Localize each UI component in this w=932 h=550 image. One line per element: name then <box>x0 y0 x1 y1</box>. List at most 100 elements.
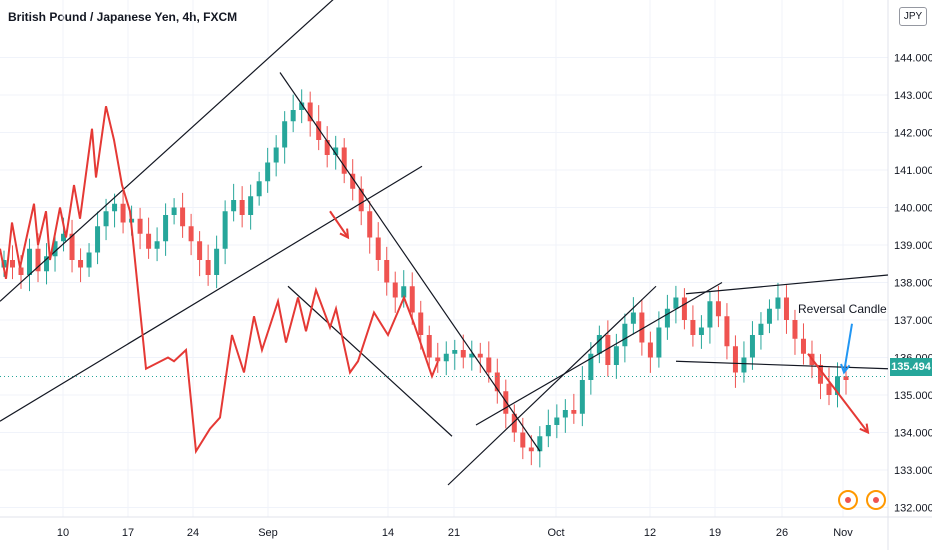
x-tick-label: 19 <box>709 527 721 539</box>
candle-body <box>605 335 611 365</box>
candle-body <box>69 233 75 260</box>
candle-body <box>758 323 764 335</box>
candle-body <box>571 410 577 414</box>
candle-body <box>741 357 747 373</box>
candle-body <box>418 312 424 335</box>
candle-body <box>146 233 152 249</box>
candle-body <box>494 372 500 392</box>
candle-body <box>545 425 551 437</box>
candle-body <box>341 147 347 174</box>
candle-body <box>171 207 177 215</box>
x-tick-label: Oct <box>547 527 564 539</box>
candle-body <box>282 121 288 148</box>
candle-body <box>783 297 789 320</box>
candle-body <box>248 196 254 215</box>
y-tick-label: 135.000 <box>894 390 932 402</box>
candle-body <box>800 338 806 354</box>
candle-body <box>664 308 670 328</box>
candle-body <box>256 181 262 197</box>
trendline <box>0 0 334 302</box>
candle-body <box>333 147 339 155</box>
candle-body <box>460 350 466 358</box>
candle-body <box>579 380 585 414</box>
candle-body <box>78 260 84 268</box>
candle-body <box>681 297 687 320</box>
candle-body <box>358 188 364 212</box>
red-arrow-head <box>859 423 870 435</box>
candle-body <box>588 353 594 380</box>
candle-body <box>95 226 101 253</box>
candle-body <box>554 417 560 425</box>
last-price-tag: 135.494 <box>890 358 932 376</box>
candle-body <box>367 211 373 238</box>
candle-body <box>197 241 203 260</box>
candle-body <box>724 316 730 347</box>
x-tick-label: Nov <box>833 527 853 539</box>
candle-body <box>239 200 245 215</box>
candle-body <box>299 102 305 110</box>
candle-body <box>52 241 58 257</box>
candle-body <box>698 327 704 335</box>
reversal-candle-annotation: Reversal Candle <box>798 302 887 316</box>
candle-body <box>35 248 41 272</box>
candle-body <box>188 226 194 242</box>
y-tick-label: 134.000 <box>894 428 932 440</box>
candle-body <box>120 203 126 223</box>
candle-body <box>426 335 432 358</box>
candle-body <box>180 207 186 227</box>
candle-body <box>435 357 441 362</box>
trendline <box>685 274 889 295</box>
trendline <box>279 72 541 452</box>
candle-body <box>443 353 449 362</box>
x-tick-label: Sep <box>258 527 278 539</box>
candle-body <box>817 365 823 384</box>
blue-arrow <box>843 323 853 373</box>
candle-body <box>630 312 636 324</box>
candle-body <box>503 391 509 414</box>
candle-body <box>537 436 543 452</box>
y-tick-label: 143.000 <box>894 90 932 102</box>
x-tick-label: 24 <box>187 527 199 539</box>
event-icon-dot <box>873 497 879 503</box>
candle-body <box>137 218 143 234</box>
y-tick-label: 133.000 <box>894 465 932 477</box>
candle-body <box>214 248 220 275</box>
candle-body <box>622 323 628 347</box>
x-tick-label: 21 <box>448 527 460 539</box>
candle-body <box>27 248 33 275</box>
x-tick-label: 12 <box>644 527 656 539</box>
y-tick-label: 139.000 <box>894 240 932 252</box>
candle-body <box>154 241 160 249</box>
candle-body <box>350 173 356 189</box>
candle-body <box>690 320 696 335</box>
candle-body <box>715 301 721 317</box>
candle-body <box>673 297 679 309</box>
x-tick-label: 14 <box>382 527 394 539</box>
x-tick-label: 17 <box>122 527 134 539</box>
candle-body <box>656 327 662 358</box>
candle-body <box>316 121 322 140</box>
currency-badge[interactable]: JPY <box>899 7 927 26</box>
candle-body <box>775 297 781 309</box>
blue-arrow-head <box>840 363 851 375</box>
trendline <box>447 285 657 486</box>
candle-body <box>486 357 492 373</box>
candle-body <box>749 335 755 358</box>
candle-body <box>639 312 645 343</box>
candle-body <box>409 286 415 313</box>
red-arrow <box>329 210 349 239</box>
candle-body <box>647 342 653 358</box>
candle-body <box>477 353 483 358</box>
candle-body <box>707 301 713 328</box>
red-arrow <box>807 353 869 434</box>
y-tick-label: 141.000 <box>894 165 932 177</box>
candle-body <box>18 267 24 275</box>
candle-body <box>112 203 118 212</box>
trendline <box>0 165 423 422</box>
candle-body <box>86 252 92 268</box>
candle-body <box>222 211 228 249</box>
candle-body <box>732 346 738 373</box>
candle-body <box>401 286 407 298</box>
y-tick-label: 132.000 <box>894 503 932 515</box>
